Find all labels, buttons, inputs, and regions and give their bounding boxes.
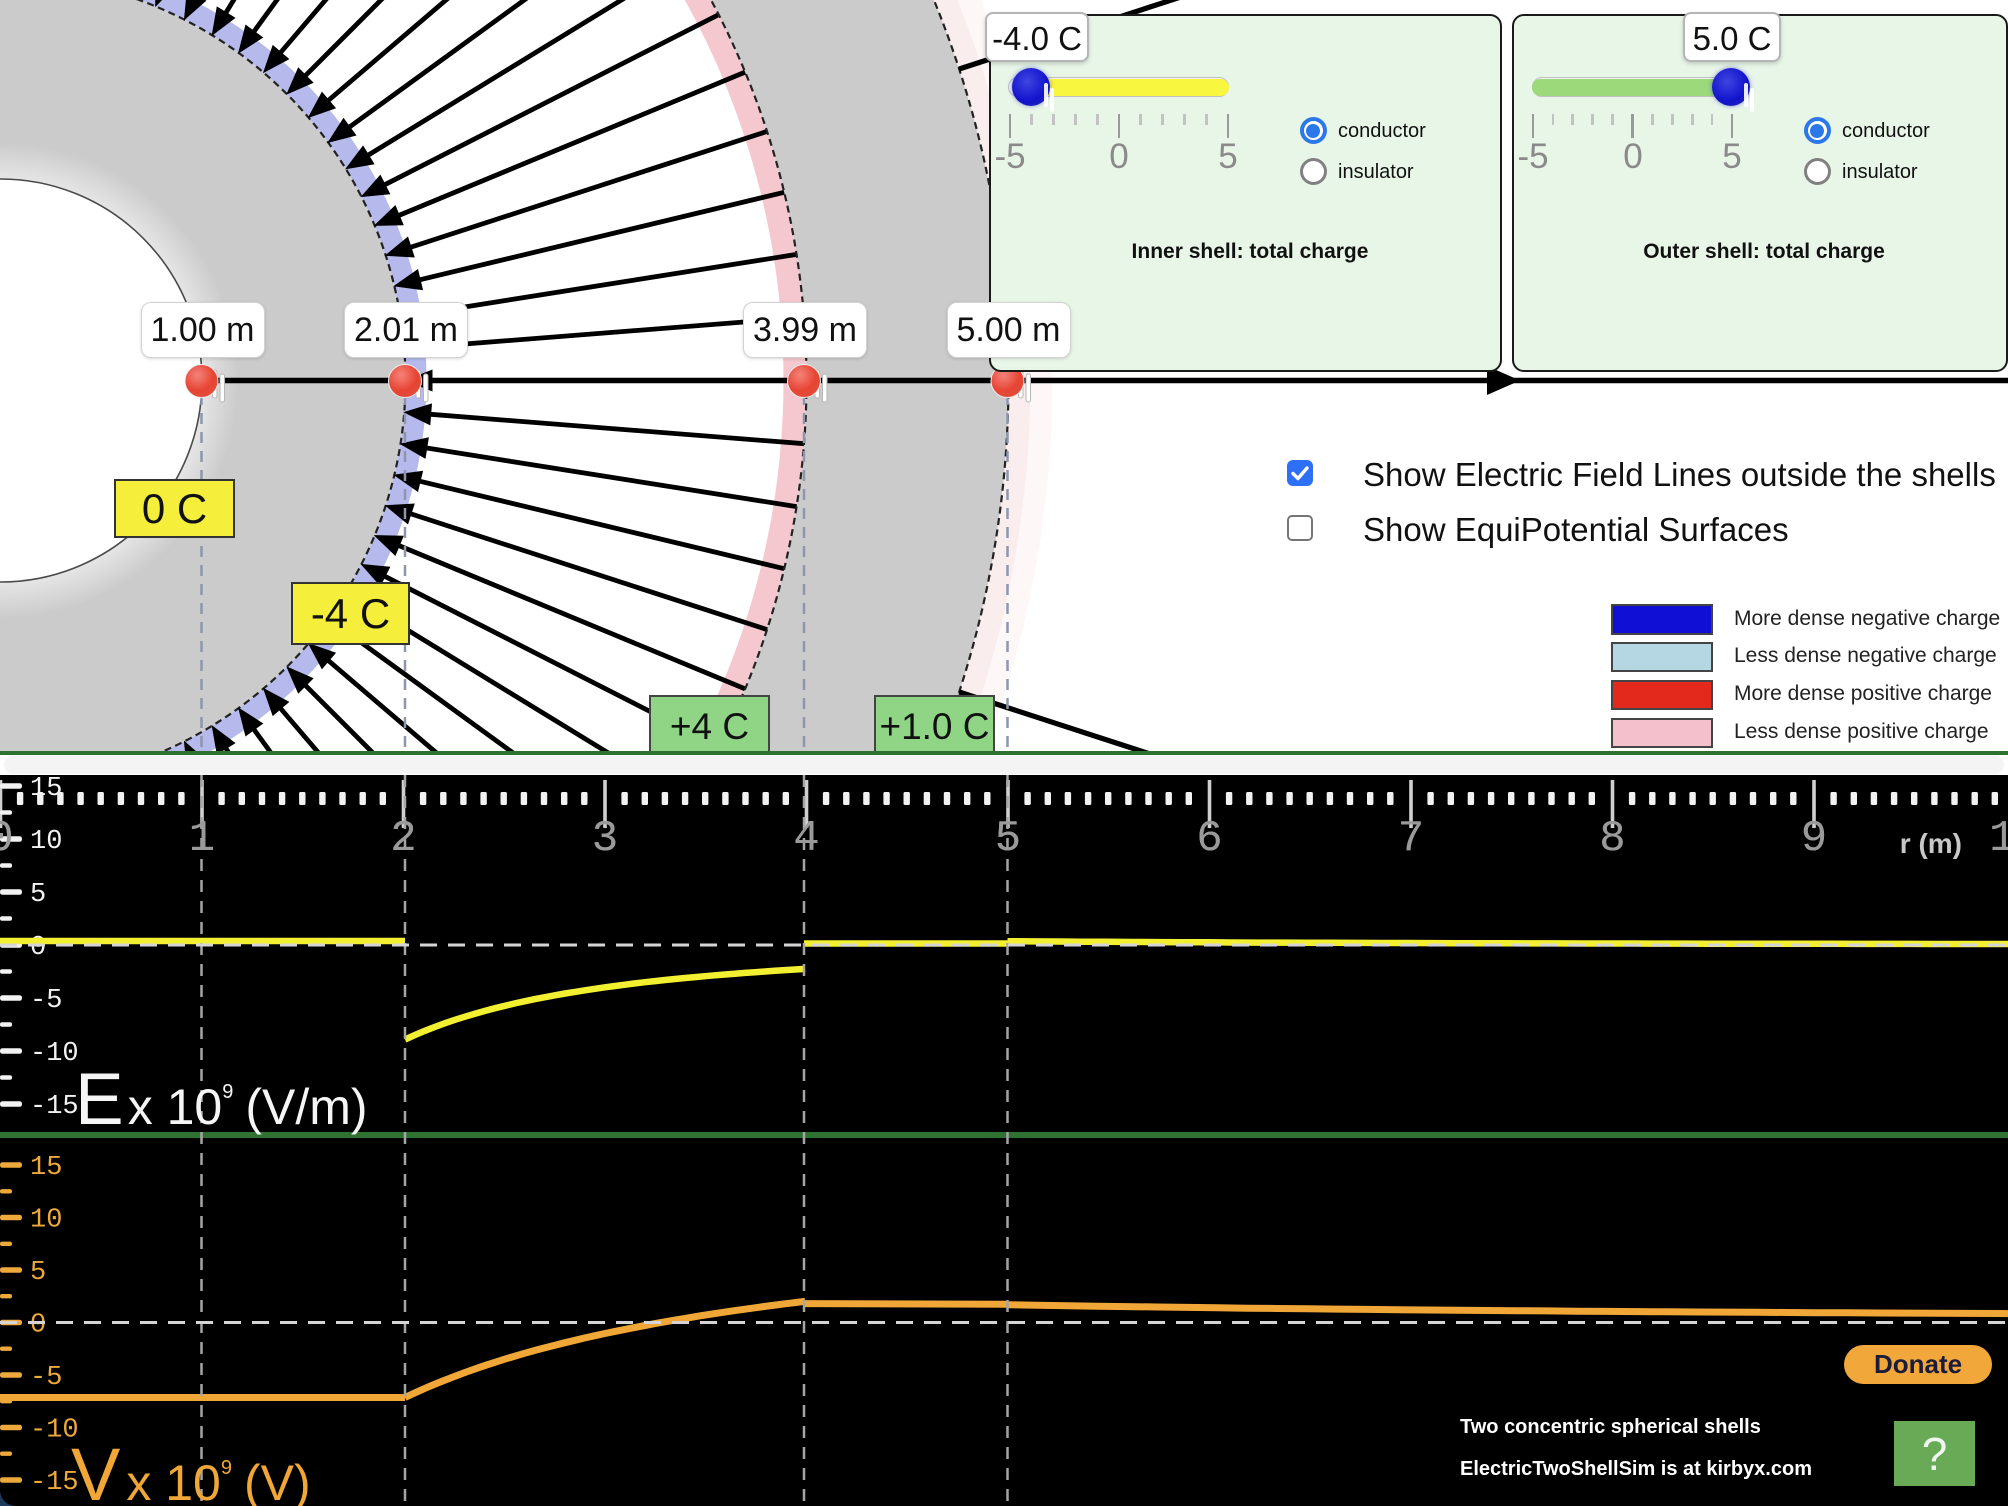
svg-text:2: 2 — [390, 814, 416, 864]
svg-text:-10: -10 — [30, 1039, 79, 1069]
svg-text:-5: -5 — [30, 1363, 62, 1393]
svg-text:0: 0 — [30, 933, 46, 963]
svg-text:-15: -15 — [30, 1092, 79, 1122]
svg-text:r (m): r (m) — [1900, 828, 1962, 859]
svg-text:4: 4 — [793, 814, 819, 864]
svg-text:-15: -15 — [30, 1468, 79, 1498]
svg-text:5: 5 — [30, 880, 46, 910]
svg-text:-5: -5 — [30, 986, 62, 1016]
svg-text:8: 8 — [1599, 814, 1625, 864]
svg-text:6: 6 — [1196, 814, 1222, 864]
svg-text:15: 15 — [30, 775, 62, 804]
svg-text:0: 0 — [0, 814, 14, 864]
svg-text:0: 0 — [30, 1311, 46, 1341]
svg-text:10: 10 — [30, 1206, 62, 1236]
svg-text:-10: -10 — [30, 1416, 79, 1446]
svg-text:8: 8 — [1599, 814, 1625, 864]
svg-text:4: 4 — [793, 814, 819, 864]
svg-text:7: 7 — [1398, 814, 1424, 864]
svg-text:6: 6 — [1196, 814, 1222, 864]
svg-text:9: 9 — [1801, 814, 1827, 864]
svg-text:3: 3 — [592, 814, 618, 864]
svg-text:1: 1 — [189, 814, 215, 864]
svg-text:10: 10 — [30, 827, 62, 857]
svg-text:7: 7 — [1398, 814, 1424, 864]
svg-text:5: 5 — [995, 814, 1021, 864]
svg-text:Vx 109(V): Vx 109 (V) — [71, 1433, 311, 1506]
svg-text:9: 9 — [1801, 814, 1827, 864]
svg-text:2: 2 — [390, 814, 416, 864]
svg-text:15: 15 — [30, 1153, 62, 1183]
svg-text:5: 5 — [30, 1258, 46, 1288]
svg-text:3: 3 — [592, 814, 618, 864]
svg-text:10: 10 — [1989, 814, 2008, 864]
svg-text:Ex 109(V/m): Ex 109 (V/m) — [75, 1059, 368, 1140]
svg-text:10: 10 — [1989, 814, 2008, 864]
